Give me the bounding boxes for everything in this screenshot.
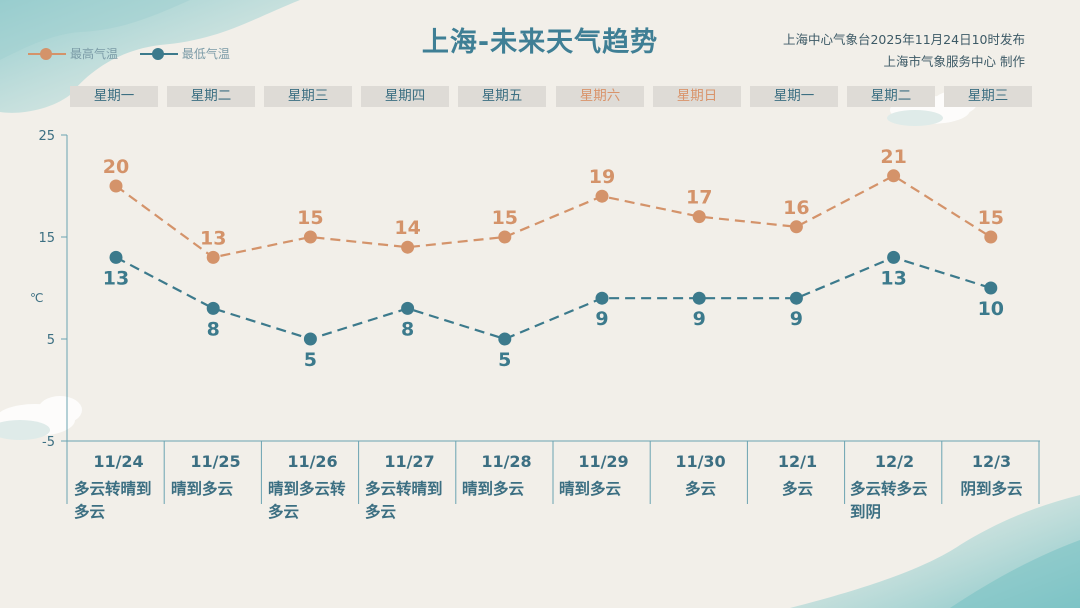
forecast-date: 12/2: [874, 452, 915, 471]
forecast-date: 12/1: [777, 452, 818, 471]
forecast-day: 11/28 晴到多云: [458, 442, 555, 504]
high-temp-label: 17: [686, 187, 712, 209]
low-temp-label: 10: [978, 298, 1004, 320]
weekday-label: 星期一: [750, 86, 838, 107]
y-axis-label: ℃: [30, 291, 43, 305]
forecast-weather: 阴到多云: [960, 480, 1023, 498]
legend-high-label: 最高气温: [70, 47, 119, 61]
high-temp-label: 14: [394, 217, 420, 239]
forecast-weather: 多云: [684, 480, 716, 498]
weekday-label: 星期日: [653, 86, 741, 107]
low-temp-point: [401, 301, 415, 315]
low-temp-label: 9: [790, 308, 803, 330]
high-temp-label: 15: [492, 207, 518, 229]
low-temp-line: [115, 256, 992, 341]
forecast-date: 11/27: [384, 452, 435, 471]
high-temp-point: [206, 250, 220, 264]
high-temp-point: [692, 210, 706, 224]
forecast-weather: 多云转晴到多云: [74, 480, 152, 521]
low-temp-point: [206, 301, 220, 315]
forecast-day: 11/30 多云: [652, 442, 749, 504]
source-info: 上海中心气象台2025年11月24日10时发布 上海市气象服务中心 制作: [783, 29, 1025, 73]
forecast-day: 12/2 多云转多云到阴: [846, 442, 943, 521]
forecast-weather: 晴到多云: [559, 480, 622, 498]
weekday-label: 星期六: [556, 86, 644, 107]
y-tick-label: 5: [47, 333, 55, 348]
forecast-day: 12/1 多云: [749, 442, 846, 504]
high-temp-line: [115, 174, 992, 259]
low-temp-label: 5: [498, 349, 511, 371]
legend-low: 最低气温: [139, 45, 230, 62]
high-temp-label: 13: [200, 227, 226, 249]
forecast-day: 11/25 晴到多云: [167, 442, 264, 504]
low-temp-point: [887, 250, 901, 264]
low-temp-label: 13: [880, 267, 906, 289]
low-temp-label: 8: [401, 318, 414, 340]
forecast-day: 11/24 多云转晴到多云: [70, 442, 167, 521]
low-temp-point: [692, 291, 706, 305]
weekday-label: 星期一: [70, 86, 158, 107]
forecast-weather: 多云: [781, 480, 813, 498]
forecast-weather: 多云转多云到阴: [850, 480, 928, 521]
y-tick-label: 25: [38, 129, 55, 144]
high-temp-point: [498, 230, 512, 244]
low-temp-point: [109, 250, 123, 264]
weekday-label: 星期二: [847, 86, 935, 107]
forecast-date: 11/29: [578, 452, 629, 471]
forecast-date: 11/24: [93, 452, 144, 471]
high-temp-point: [109, 179, 123, 193]
forecast-weather: 晴到多云转多云: [268, 480, 346, 521]
cloud-left: [0, 396, 82, 440]
low-temp-label: 5: [304, 349, 317, 371]
legend-low-label: 最低气温: [181, 47, 230, 61]
low-temp-point: [984, 281, 998, 295]
high-temp-point: [887, 169, 901, 183]
high-temp-point: [303, 230, 317, 244]
weekday-label: 星期三: [944, 86, 1032, 107]
weekday-label: 星期五: [458, 86, 546, 107]
weekday-label: 星期二: [167, 86, 255, 107]
high-temp-label: 15: [297, 207, 323, 229]
high-temp-point: [401, 240, 415, 254]
low-temp-point: [303, 332, 317, 346]
high-temp-label: 16: [783, 197, 809, 219]
y-tick-label: -5: [42, 435, 55, 450]
low-temp-point: [595, 291, 609, 305]
forecast-weather: 晴到多云: [171, 480, 234, 498]
low-temp-point: [789, 291, 803, 305]
high-temp-point: [789, 220, 803, 234]
forecast-date: 11/28: [481, 452, 532, 471]
chart-legend: 最高气温 最低气温: [28, 45, 248, 62]
page-title: 上海-未来天气趋势: [421, 27, 659, 58]
weekday-label: 星期四: [361, 86, 449, 107]
forecast-date: 11/25: [190, 452, 241, 471]
high-temp-point: [984, 230, 998, 244]
high-temp-label: 21: [880, 146, 906, 168]
forecast-day: 11/27 多云转晴到多云: [361, 442, 458, 521]
forecast-date: 12/3: [971, 452, 1012, 471]
forecast-weather: 晴到多云: [462, 480, 525, 498]
high-temp-point: [595, 189, 609, 203]
y-tick-label: 15: [38, 231, 55, 246]
forecast-date: 11/26: [287, 452, 338, 471]
low-temp-label: 13: [103, 267, 129, 289]
forecast-day: 12/3 阴到多云: [943, 442, 1040, 504]
low-temp-label: 9: [693, 308, 706, 330]
high-temp-label: 19: [589, 166, 615, 188]
producer-info: 上海市气象服务中心 制作: [883, 54, 1025, 69]
low-temp-label: 9: [595, 308, 608, 330]
forecast-day: 11/26 晴到多云转多云: [264, 442, 361, 521]
forecast-date: 11/30: [675, 452, 726, 471]
low-temp-point: [498, 332, 512, 346]
high-temp-label: 20: [103, 156, 129, 178]
high-temp-label: 15: [978, 207, 1004, 229]
forecast-table: 11/24 多云转晴到多云 11/25 晴到多云 11/26 晴到多云转多云 1…: [70, 442, 1040, 521]
publish-info: 上海中心气象台2025年11月24日10时发布: [782, 32, 1025, 47]
weekday-label: 星期三: [264, 86, 352, 107]
low-temp-label: 8: [207, 318, 220, 340]
legend-high: 最高气温: [28, 45, 118, 62]
forecast-weather: 多云转晴到多云: [365, 480, 443, 521]
forecast-day: 11/29 晴到多云: [555, 442, 652, 504]
